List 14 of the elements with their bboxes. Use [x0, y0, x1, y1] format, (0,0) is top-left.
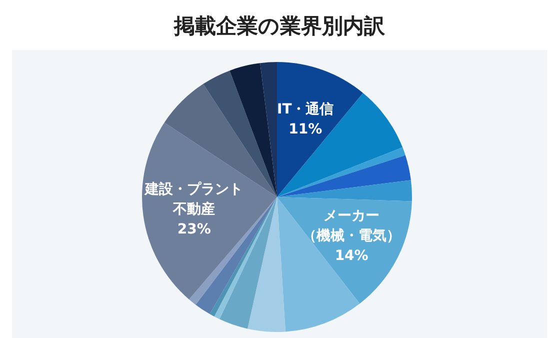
pie-slice: [277, 155, 411, 197]
pie-slice: [277, 62, 364, 197]
data-label: 23%: [177, 222, 211, 238]
chart-title: 掲載企業の業界別内訳: [173, 14, 386, 38]
slice-label: IT・通信: [276, 100, 334, 118]
pie-slice: [248, 197, 286, 332]
pie-slice: [230, 63, 277, 197]
slice-label: 建設・プラント不動産: [144, 180, 244, 218]
pie-slice: [277, 92, 403, 197]
data-label: 14%: [334, 248, 368, 264]
pie-slice: [142, 122, 277, 300]
data-label: 11%: [288, 121, 322, 138]
pie-slice: [260, 62, 277, 197]
slice-label: メーカー（機械・電気）: [302, 208, 401, 244]
